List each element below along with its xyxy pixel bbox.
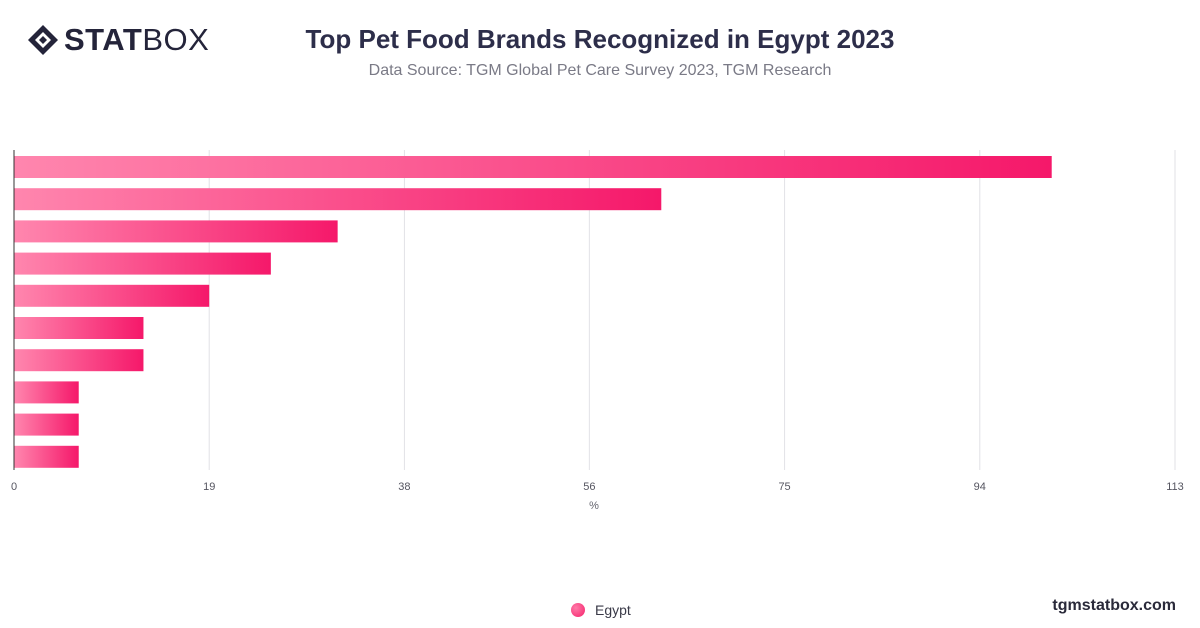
- bars: [14, 156, 1052, 468]
- bar-3[interactable]: [14, 220, 338, 243]
- legend-label-egypt: Egypt: [595, 602, 631, 618]
- logo-wordmark: STATBOX: [64, 22, 209, 58]
- statbox-diamond-icon: [28, 25, 58, 55]
- legend-swatch-egypt: [571, 603, 585, 617]
- chart-title: Top Pet Food Brands Recognized in Egypt …: [305, 24, 895, 54]
- x-tick-label: 0: [11, 481, 17, 493]
- logo-wordmark-light: BOX: [142, 22, 210, 57]
- bar-10[interactable]: [14, 445, 79, 468]
- x-tick-label: 94: [974, 481, 986, 493]
- site-url: tgmstatbox.com: [1052, 597, 1176, 614]
- bar-9[interactable]: [14, 413, 79, 436]
- bar-2[interactable]: [14, 188, 662, 211]
- statbox-logo: STATBOX: [26, 22, 209, 58]
- bar-5[interactable]: [14, 284, 210, 307]
- x-tick-label: 56: [583, 481, 595, 493]
- x-axis-label: %: [589, 500, 599, 512]
- x-tick-label: 113: [1166, 481, 1184, 493]
- legend: Egypt: [571, 602, 631, 618]
- bar-8[interactable]: [14, 381, 79, 404]
- x-tick-label: 75: [778, 481, 790, 493]
- bar-6[interactable]: [14, 317, 144, 339]
- bar-1[interactable]: [14, 156, 1052, 178]
- x-tick-label: 19: [203, 481, 215, 493]
- x-tick-label: 38: [398, 481, 410, 493]
- logo-wordmark-bold: STAT: [64, 22, 143, 57]
- x-axis-ticks: 0 19 38 56 75 94 113: [11, 481, 1184, 493]
- bar-4[interactable]: [14, 252, 271, 275]
- chart-subtitle: Data Source: TGM Global Pet Care Survey …: [368, 62, 832, 79]
- bar-7[interactable]: [14, 349, 144, 372]
- gridlines: [13, 150, 1176, 470]
